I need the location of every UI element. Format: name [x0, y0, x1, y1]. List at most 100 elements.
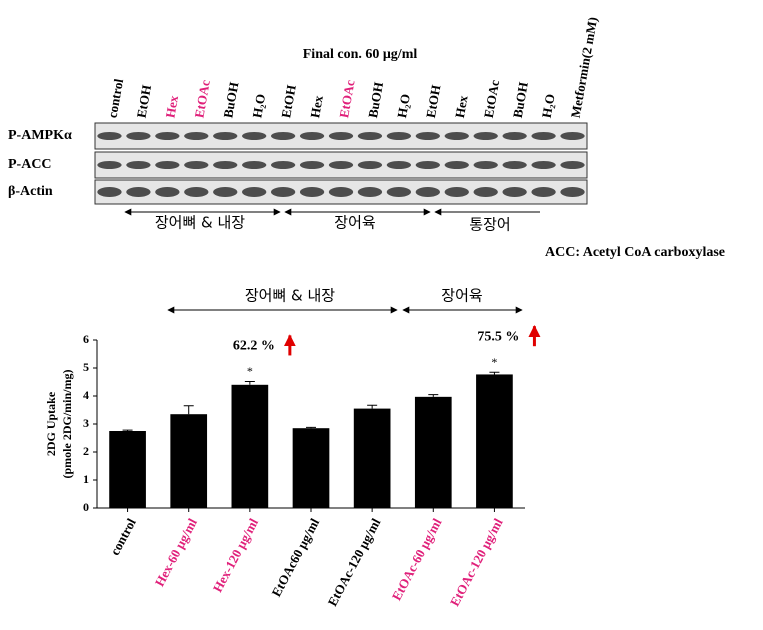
- band: [299, 132, 325, 140]
- lane-label: EtOH: [134, 84, 155, 119]
- lane-label: EtOAc: [481, 79, 502, 120]
- lane-label: H₂O: [539, 93, 558, 119]
- band: [444, 132, 469, 140]
- band: [502, 187, 527, 197]
- band: [502, 161, 527, 169]
- group-label: 통장어: [469, 216, 510, 234]
- error-bar: [244, 380, 255, 385]
- lane-label: control: [105, 77, 127, 119]
- error-bar: [489, 371, 500, 375]
- band: [97, 187, 122, 197]
- x-tick-label: EtOAc60 μg/ml: [268, 515, 322, 599]
- band: [155, 187, 180, 197]
- lane-label: BuOH: [220, 81, 241, 119]
- band: [270, 187, 296, 197]
- band: [357, 161, 383, 169]
- band: [560, 161, 585, 169]
- band: [531, 132, 556, 140]
- lane-label: Hex: [452, 94, 471, 119]
- y-axis-label: (pmole 2DG/min/mg): [60, 370, 74, 479]
- bar: [414, 396, 452, 508]
- y-tick-label: 1: [83, 472, 89, 486]
- band: [126, 132, 151, 140]
- bar: [292, 428, 330, 508]
- band: [328, 187, 354, 197]
- annotation: 62.2 %: [233, 339, 275, 354]
- significance: *: [247, 364, 253, 378]
- y-tick-label: 4: [83, 388, 89, 402]
- error-bar: [367, 404, 378, 409]
- band: [386, 161, 412, 169]
- band: [270, 161, 296, 169]
- lane-label: EtOH: [278, 84, 299, 119]
- group-label: 장어뼈 & 내장: [245, 287, 335, 305]
- band: [242, 187, 267, 197]
- band: [213, 161, 238, 169]
- band: [444, 161, 469, 169]
- band: [473, 187, 498, 197]
- lane-label: EtOH: [423, 84, 444, 119]
- band: [184, 161, 209, 169]
- band: [126, 187, 151, 197]
- bar: [170, 414, 208, 508]
- lane-label: EtOAc: [336, 79, 357, 120]
- lane-label: Hex: [162, 94, 181, 119]
- band: [213, 132, 238, 140]
- annotation: 75.5 %: [477, 329, 519, 344]
- band: [242, 132, 267, 140]
- error-bar: [183, 405, 194, 415]
- band: [155, 161, 180, 169]
- x-tick-label: EtOAc-120 μg/ml: [447, 515, 506, 608]
- band: [299, 161, 325, 169]
- band: [444, 187, 469, 197]
- lane-label: EtOAc: [191, 79, 212, 120]
- footnote: ACC: Acetyl CoA carboxylase: [545, 245, 725, 260]
- band: [97, 132, 122, 140]
- band: [184, 132, 209, 140]
- error-bar: [306, 426, 316, 429]
- band: [502, 132, 527, 140]
- band: [328, 132, 354, 140]
- band: [184, 187, 209, 197]
- row-label: P-AMPKα: [8, 128, 72, 143]
- bar: [353, 408, 391, 508]
- band: [328, 161, 354, 169]
- x-tick-label: EtOAc-120 μg/ml: [325, 515, 384, 608]
- x-tick-label: Hex-60 μg/ml: [152, 515, 201, 589]
- band: [473, 161, 498, 169]
- band: [531, 161, 556, 169]
- y-tick-label: 5: [83, 360, 89, 374]
- band: [415, 132, 440, 140]
- band: [357, 187, 383, 197]
- band: [386, 187, 412, 197]
- band: [415, 187, 440, 197]
- band: [97, 161, 122, 169]
- lane-label: BuOH: [510, 81, 531, 119]
- y-tick-label: 0: [83, 500, 89, 514]
- band: [213, 187, 238, 197]
- y-tick-label: 2: [83, 444, 89, 458]
- x-tick-label: control: [107, 515, 139, 557]
- band: [473, 132, 498, 140]
- concentration: Final con. 60 μg/ml: [303, 47, 418, 62]
- x-tick-label: Hex-120 μg/ml: [210, 515, 262, 594]
- band: [415, 161, 440, 169]
- band: [299, 187, 325, 197]
- error-bar: [428, 394, 439, 397]
- error-bar: [122, 429, 133, 431]
- band: [242, 161, 267, 169]
- group-label: 장어육: [334, 214, 375, 232]
- lane-label: H₂O: [249, 93, 268, 119]
- group-label: 장어육: [441, 287, 482, 305]
- lane-label: BuOH: [365, 81, 386, 119]
- band: [357, 132, 383, 140]
- y-axis-label: 2DG Uptake: [44, 391, 58, 456]
- y-tick-label: 6: [83, 332, 89, 346]
- y-tick-label: 3: [83, 416, 89, 430]
- bar: [476, 374, 513, 508]
- band: [560, 187, 585, 197]
- lane-label: Hex: [307, 94, 326, 119]
- band: [386, 132, 412, 140]
- band: [531, 187, 556, 197]
